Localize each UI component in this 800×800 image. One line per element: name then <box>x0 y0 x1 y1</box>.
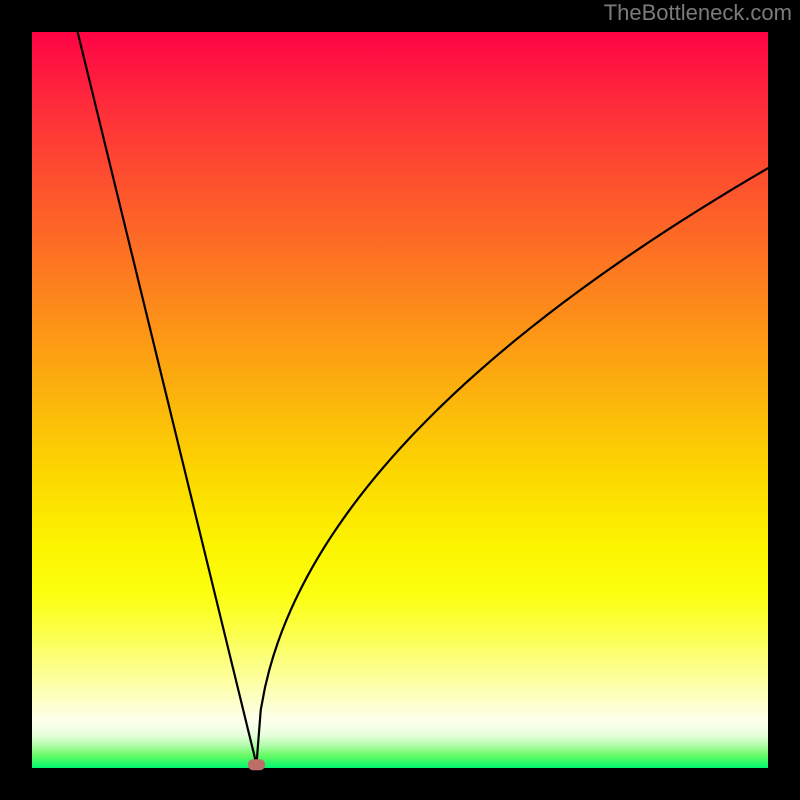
min-marker <box>248 759 265 770</box>
plot-area <box>32 32 768 768</box>
chart-stage: TheBottleneck.com <box>0 0 800 800</box>
chart-svg <box>0 0 800 800</box>
